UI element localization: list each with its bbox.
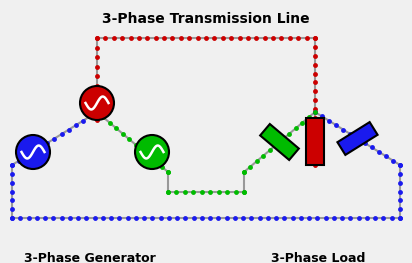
Circle shape bbox=[80, 86, 114, 120]
Bar bbox=[306, 118, 324, 165]
Circle shape bbox=[135, 135, 169, 169]
Polygon shape bbox=[260, 124, 299, 160]
Polygon shape bbox=[337, 122, 377, 155]
Circle shape bbox=[16, 135, 50, 169]
Text: 3-Phase Generator: 3-Phase Generator bbox=[24, 252, 156, 263]
Text: 3-Phase Transmission Line: 3-Phase Transmission Line bbox=[102, 12, 310, 26]
Text: 3-Phase Load: 3-Phase Load bbox=[271, 252, 365, 263]
